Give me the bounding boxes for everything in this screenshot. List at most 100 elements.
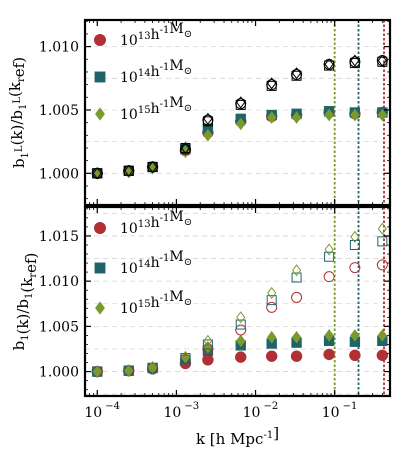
point-s3-3	[147, 161, 158, 175]
legend-marker-3	[95, 107, 105, 121]
point-s5-5	[202, 339, 213, 350]
point-s6-7	[267, 286, 277, 299]
point-s5-10	[349, 58, 360, 69]
point-s6-4	[180, 141, 190, 155]
point-s4-7	[266, 301, 278, 313]
legend-marker-2	[94, 71, 106, 83]
panel-bottom-ticks: 1.000 1.005 1.010 1.015	[39, 207, 391, 396]
point-s3-2	[124, 165, 134, 179]
panel-bottom-grid	[85, 212, 390, 395]
legend-label-1: 1013h-1M⊙	[120, 209, 192, 237]
y-tick-label: 1.005	[39, 319, 79, 335]
point-s6-9	[324, 243, 334, 256]
legend-marker-3	[95, 301, 105, 315]
point-s5-11	[377, 236, 388, 247]
panel-bottom-points	[91, 222, 389, 378]
legend-label-3: 1015h-1M⊙	[120, 289, 192, 317]
point-s5-8	[291, 272, 302, 283]
point-s5-9	[324, 251, 335, 262]
point-s3-9	[324, 329, 334, 342]
x-axis-label: k [h Mpc-1]	[196, 424, 279, 448]
legend-label-1: 1013h-1M⊙	[120, 21, 192, 49]
panel-bottom-frame	[83, 205, 392, 398]
x-tick-label: 10	[163, 405, 181, 421]
y-tick-label: 1.010	[39, 40, 79, 56]
legend-label-2: 1014h-1M⊙	[120, 249, 192, 277]
point-s4-8	[291, 291, 303, 303]
point-s4-10	[349, 262, 361, 274]
legend-label-2: 1014h-1M⊙	[120, 58, 192, 86]
point-s5-7	[266, 295, 277, 306]
point-s6-2	[124, 164, 134, 177]
panel-top-y-axis-label: b1L(k)/b1L(kref)	[6, 57, 31, 168]
point-s3-7	[266, 330, 277, 344]
point-s6-5	[203, 334, 213, 347]
y-tick-label: 1.015	[39, 229, 79, 245]
point-s3-8	[291, 330, 302, 344]
point-s6-8	[292, 264, 302, 277]
legend-marker-1	[94, 34, 106, 46]
point-s5-8	[291, 70, 302, 81]
point-s6-8	[292, 67, 302, 80]
y-tick-label: 1.000	[39, 166, 79, 182]
legend-marker-1	[94, 222, 106, 234]
point-s6-1	[92, 167, 102, 180]
y-tick-label: 1.000	[39, 365, 79, 381]
y-tick-label: 1.005	[39, 103, 79, 119]
point-s1-9	[323, 348, 335, 361]
point-s6-11	[377, 222, 387, 235]
point-s4-9	[323, 271, 335, 283]
point-s3-7	[266, 111, 277, 124]
point-s3-11	[377, 108, 388, 122]
point-s6-1	[92, 365, 102, 378]
point-s3-5	[203, 129, 213, 142]
panel-top-points	[91, 54, 389, 180]
point-s6-6	[236, 311, 246, 324]
point-s5-6	[235, 319, 246, 330]
y-tick-label: 1.010	[39, 274, 79, 290]
panel-top-frame	[83, 18, 392, 207]
point-s3-10	[350, 329, 360, 342]
point-s6-3	[148, 160, 158, 174]
x-tick-exponent: −2	[264, 401, 279, 412]
panel-bottom-reference-lines	[333, 207, 385, 396]
point-s1-10	[349, 349, 361, 362]
point-s3-8	[291, 111, 302, 124]
x-tick-exponent: −1	[343, 401, 358, 412]
point-s5-7	[266, 80, 277, 91]
x-tick-label: 10	[243, 405, 261, 421]
point-s4-11	[376, 259, 388, 271]
point-s5-10	[349, 239, 360, 250]
point-s6-7	[267, 77, 277, 90]
panel-bottom: 1013h-1M⊙1014h-1M⊙1015h-1M⊙ 1.0001.0051.…	[10, 205, 392, 398]
x-tick-exponent: −4	[105, 401, 120, 412]
point-s6-11	[377, 54, 387, 67]
point-s6-9	[324, 58, 334, 71]
panel-top: 1013h-1M⊙ 1014h-1M⊙ 1015h-1M⊙ 1.000 1.005 1.…	[6, 18, 392, 207]
x-tick-label: 10	[322, 405, 340, 421]
point-s6-10	[350, 54, 360, 67]
point-s5-6	[235, 99, 246, 110]
point-s5-5	[202, 116, 213, 127]
point-s3-11	[377, 329, 388, 342]
point-s6-2	[124, 364, 134, 377]
x-tick-exponent: −3	[184, 401, 199, 412]
point-s6-4	[180, 351, 190, 364]
panel-bottom-y-axis-label: b1(k)/b1(kref)	[10, 253, 40, 351]
point-s3-6	[236, 117, 246, 131]
point-s4-6	[235, 324, 247, 336]
legend-bottom: 1013h-1M⊙ 1014h-1M⊙ 1015h-1M⊙	[94, 209, 192, 317]
point-s1-7	[265, 350, 278, 362]
legend-marker-2	[94, 262, 106, 274]
x-tick-label: 10	[84, 405, 102, 421]
point-s6-3	[148, 360, 158, 374]
legend-label-3: 1015h-1M⊙	[120, 95, 192, 123]
point-s1-6	[235, 351, 247, 363]
point-s3-6	[236, 334, 246, 348]
point-s1-8	[290, 350, 303, 362]
point-s1-5	[202, 354, 214, 366]
legend: 1013h-1M⊙ 1014h-1M⊙ 1015h-1M⊙	[94, 21, 192, 123]
point-s6-6	[236, 96, 246, 109]
point-s1-11	[376, 349, 389, 362]
